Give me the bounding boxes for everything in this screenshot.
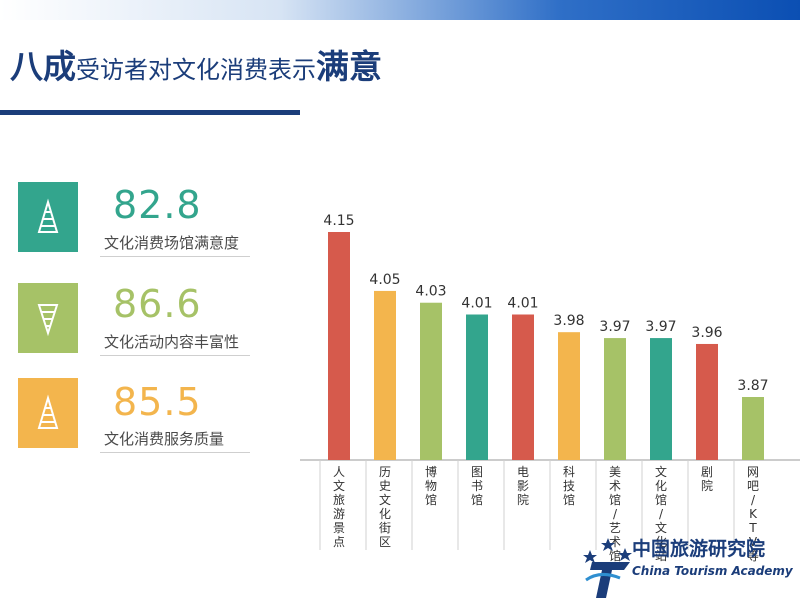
triangle-down-icon bbox=[18, 283, 78, 353]
bar-value-label: 4.15 bbox=[323, 213, 354, 229]
academy-logo: 中国旅游研究院 China Tourism Academy bbox=[580, 520, 800, 600]
stat-1-value: 82.8 bbox=[113, 183, 202, 227]
stat-2-icon-box bbox=[18, 283, 78, 353]
bar-value-label: 4.05 bbox=[369, 272, 400, 288]
bar-value-label: 3.98 bbox=[553, 313, 584, 329]
category-label: 历史文化街区 bbox=[379, 465, 391, 549]
bar-value-label: 3.97 bbox=[645, 319, 676, 335]
stat-1-label: 文化消费场馆满意度 bbox=[104, 234, 240, 252]
category-label: 网吧/K T V 等 bbox=[747, 465, 759, 563]
title-underline bbox=[0, 110, 300, 115]
stat-3-value: 85.5 bbox=[113, 380, 202, 424]
triangle-up-icon bbox=[18, 378, 78, 448]
stat-1-divider bbox=[100, 256, 250, 257]
bar-value-label: 4.03 bbox=[415, 284, 446, 300]
bar bbox=[558, 332, 580, 460]
stat-2-divider bbox=[100, 355, 250, 356]
stat-2-label: 文化活动内容丰富性 bbox=[104, 333, 240, 351]
title-part-2: 受访者对文化消费表示 bbox=[76, 56, 316, 84]
stat-3-icon-box bbox=[18, 378, 78, 448]
category-label: 科技馆 bbox=[563, 465, 575, 507]
category-label: 文化馆/文化站 bbox=[655, 464, 667, 563]
page-title: 八成受访者对文化消费表示满意 bbox=[10, 40, 382, 96]
triangle-up-icon bbox=[18, 182, 78, 252]
category-label: 美术馆/艺术馆 bbox=[609, 465, 621, 563]
bar bbox=[742, 397, 764, 460]
bar bbox=[420, 302, 442, 460]
category-label: 博物馆 bbox=[425, 464, 437, 507]
category-label: 人文旅游景点 bbox=[333, 465, 345, 549]
top-banner bbox=[0, 0, 800, 20]
stat-3-divider bbox=[100, 452, 250, 453]
bar-value-label: 3.97 bbox=[599, 319, 630, 335]
bar bbox=[512, 314, 534, 460]
bar bbox=[604, 338, 626, 460]
bar-value-label: 4.01 bbox=[507, 296, 538, 312]
academy-emblem-icon bbox=[583, 538, 632, 598]
bar bbox=[650, 338, 672, 460]
bar bbox=[696, 343, 718, 460]
bar bbox=[328, 232, 350, 460]
bar-chart: 4.15 人文旅游景点 4.05 历史文化街区 4.03 博物馆 4.01 图书馆 4.01 电影… bbox=[300, 213, 800, 563]
bar bbox=[466, 314, 488, 460]
category-label: 剧院 bbox=[701, 465, 713, 493]
stat-3-label: 文化消费服务质量 bbox=[104, 430, 225, 448]
bar-value-label: 3.87 bbox=[737, 378, 768, 394]
academy-name-en: China Tourism Academy bbox=[632, 564, 793, 578]
academy-name-cn: 中国旅游研究院 bbox=[632, 538, 766, 560]
bar-value-label: 4.01 bbox=[461, 296, 492, 312]
category-label: 图书馆 bbox=[471, 465, 483, 507]
bar-value-label: 3.96 bbox=[691, 325, 722, 341]
title-part-3: 满意 bbox=[316, 47, 382, 86]
category-label: 电影院 bbox=[517, 465, 529, 507]
stat-2-value: 86.6 bbox=[113, 282, 202, 326]
stat-1-icon-box bbox=[18, 182, 78, 252]
bar bbox=[374, 290, 396, 460]
title-part-1: 八成 bbox=[10, 47, 76, 86]
